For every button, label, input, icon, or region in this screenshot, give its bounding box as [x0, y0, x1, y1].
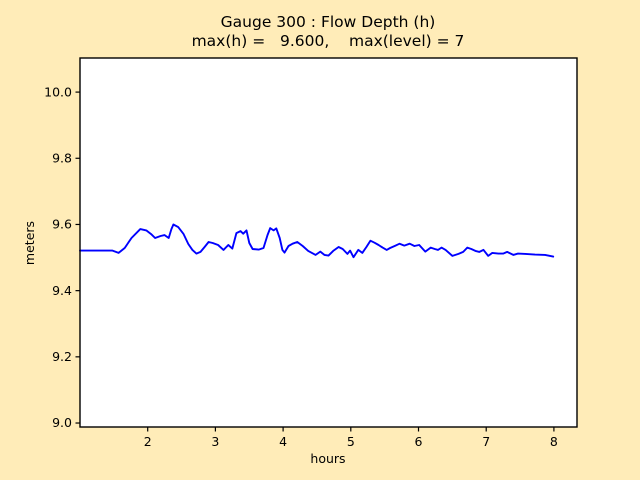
y-axis-ticks: 9.0 9.2 9.4 9.6 9.8 10.0 [44, 84, 80, 430]
x-tick-label: 2 [144, 434, 152, 449]
x-tick-label: 4 [279, 434, 287, 449]
x-tick-label: 7 [482, 434, 490, 449]
x-tick-label: 8 [550, 434, 558, 449]
y-tick-label: 9.0 [52, 415, 72, 430]
y-axis-label: meters [22, 220, 37, 266]
y-tick-label: 9.6 [52, 217, 72, 232]
x-axis-label: hours [310, 451, 346, 466]
x-tick-label: 3 [211, 434, 219, 449]
chart-subtitle: max(h) = 9.600, max(level) = 7 [191, 32, 465, 50]
axes-frame [79, 57, 578, 428]
y-tick-label: 9.2 [52, 349, 72, 364]
x-tick-label: 6 [415, 434, 423, 449]
y-tick-label: 9.8 [52, 150, 72, 165]
x-tick-label: 5 [347, 434, 355, 449]
chart-title: Gauge 300 : Flow Depth (h) [220, 13, 436, 31]
y-tick-label: 10.0 [44, 84, 72, 99]
plot-background [80, 58, 577, 427]
y-tick-label: 9.4 [52, 283, 72, 298]
x-axis-ticks: 2 3 4 5 6 7 8 [144, 427, 558, 449]
flow-depth-line [79, 223, 555, 259]
